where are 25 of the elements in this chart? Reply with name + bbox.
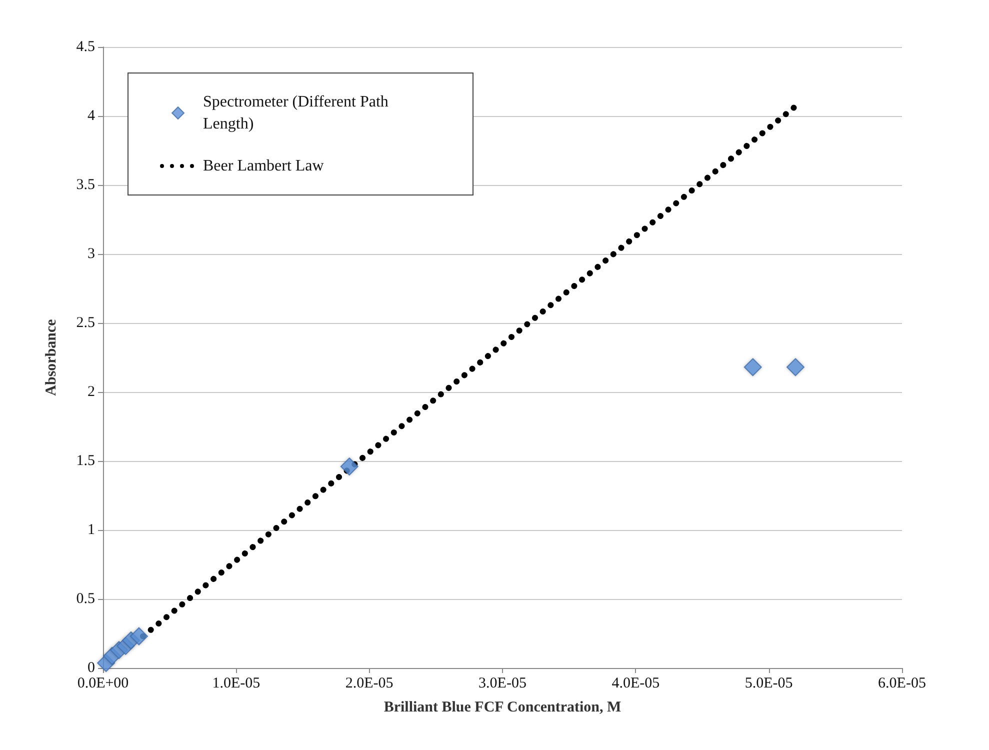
x-tick-label: 1.0E-05	[212, 676, 260, 692]
x-tick-label: 6.0E-05	[878, 676, 926, 692]
y-tick-label: 4.5	[76, 39, 95, 55]
x-axis-title: Brilliant Blue FCF Concentration, M	[384, 700, 622, 716]
point	[340, 458, 358, 476]
y-tick-label: 2.5	[76, 315, 95, 331]
legend-label: Beer Lambert Law	[203, 158, 324, 174]
x-tick-label: 5.0E-05	[744, 676, 793, 692]
y-axis-title: Absorbance	[44, 318, 60, 396]
y-tick-label: 3.5	[76, 177, 95, 193]
point	[786, 358, 804, 376]
y-tick-label: 0.5	[76, 591, 95, 607]
y-tick-label: 4	[88, 108, 96, 124]
x-tick-label: 2.0E-05	[345, 676, 394, 692]
y-tick-label: 0	[88, 660, 95, 676]
y-tick-label: 3	[88, 246, 95, 262]
legend-label: Spectrometer (Different Path Length)	[203, 94, 392, 132]
x-tick-label: 4.0E-05	[612, 676, 660, 692]
point	[744, 358, 762, 376]
y-tick-label: 1.5	[76, 453, 95, 469]
x-tick-label: 0.0E+00	[77, 676, 129, 692]
y-tick-label: 2	[88, 384, 95, 400]
y-tick-label: 1	[88, 522, 95, 538]
point	[130, 627, 148, 646]
x-tick-label: 3.0E-05	[478, 676, 526, 692]
